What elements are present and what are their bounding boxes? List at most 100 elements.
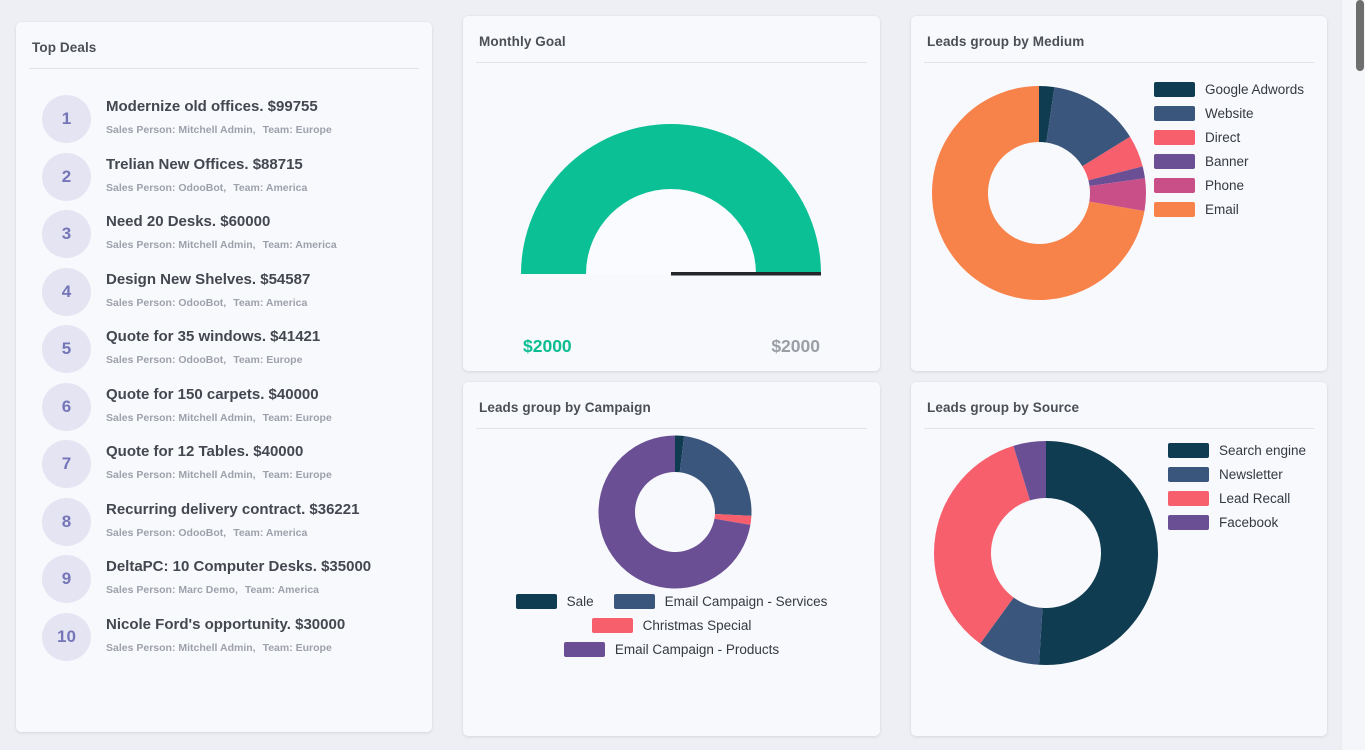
top-deals-list: 1 Modernize old offices. $99755 Sales Pers… <box>16 69 432 661</box>
legend-swatch-icon <box>591 618 633 633</box>
gauge-chart[interactable] <box>463 64 880 324</box>
deal-salesperson: Sales Person: OdooBot, <box>106 526 227 539</box>
source-legend: Search engine Newsletter Lead Recall Facebo… <box>1168 443 1306 530</box>
legend-swatch-icon <box>563 642 605 657</box>
legend-swatch-icon <box>1154 130 1195 145</box>
deal-item[interactable]: 2 Trelian New Offices. $88715 Sales Person… <box>42 152 416 201</box>
deal-salesperson: Sales Person: Mitchell Admin, <box>106 469 256 481</box>
deal-item[interactable]: 4 Design New Shelves. $54587 Sales Person:… <box>42 267 416 316</box>
slice-google-adwords[interactable] <box>1039 86 1055 143</box>
slice-newsletter[interactable] <box>980 597 1043 665</box>
legend-label: Email <box>1205 202 1239 217</box>
gauge-target-line <box>671 272 821 276</box>
slice-email-campaign-services[interactable] <box>679 436 752 516</box>
deal-team: Team: Europe <box>262 641 332 654</box>
deal-salesperson: Sales Person: Mitchell Admin, <box>106 239 256 251</box>
deal-item[interactable]: 9 DeltaPC: 10 Computer Desks. $35000 Sales… <box>42 555 416 603</box>
legend-label: Newsletter <box>1219 467 1283 482</box>
scrollbar-thumb[interactable] <box>1356 0 1364 71</box>
deal-rank-badge: 2 <box>42 152 91 201</box>
deal-rank-badge: 1 <box>42 95 91 143</box>
legend-label: Christmas Special <box>642 618 752 633</box>
deal-item[interactable]: 8 Recurring delivery contract. $36221 Sale… <box>42 497 416 546</box>
legend-label: Banner <box>1205 154 1249 169</box>
legend-item-website[interactable]: Website <box>1154 106 1304 121</box>
legend-item-banner[interactable]: Banner <box>1154 154 1304 169</box>
legend-label: Website <box>1205 106 1254 121</box>
deal-title: Need 20 Desks. $60000 <box>106 213 271 230</box>
leads-by-medium-title: Leads group by Medium <box>927 34 1085 49</box>
deal-rank-badge: 3 <box>42 210 91 258</box>
deal-salesperson: Sales Person: OdooBot, <box>106 296 227 309</box>
legend-swatch-icon <box>1154 82 1195 97</box>
deal-title: Modernize old offices. $99755 <box>106 98 318 115</box>
deal-meta: Sales Person: OdooBot, Team: America <box>106 297 310 309</box>
legend-item-christmas-special[interactable]: Christmas Special <box>591 618 752 633</box>
deal-meta: Sales Person: Mitchell Admin, Team: Ameri… <box>106 239 337 251</box>
medium-donut-chart[interactable] <box>911 16 1327 371</box>
top-deals-header: Top Deals <box>29 22 419 69</box>
legend-item-facebook[interactable]: Facebook <box>1168 515 1306 530</box>
deal-rank-badge: 10 <box>42 612 91 661</box>
deal-item[interactable]: 5 Quote for 35 windows. $41421 Sales Perso… <box>42 325 416 373</box>
medium-legend: Google Adwords Website Direct Banner Phone Em… <box>1154 82 1304 217</box>
deal-rank-badge: 4 <box>42 267 91 316</box>
deal-item[interactable]: 7 Quote for 12 Tables. $40000 Sales Person… <box>42 440 416 488</box>
deal-item[interactable]: 10 Nicole Ford's opportunity. $30000 Sales… <box>42 612 416 661</box>
leads-by-source-card: Leads group by Source Search engine Newsl… <box>911 382 1327 736</box>
legend-swatch-icon <box>1154 106 1195 121</box>
slice-phone[interactable] <box>1089 178 1146 212</box>
leads-by-medium-header: Leads group by Medium <box>924 16 1314 63</box>
legend-swatch-icon <box>1154 178 1195 193</box>
deal-salesperson: Sales Person: OdooBot, <box>106 354 227 366</box>
slice-sale[interactable] <box>675 435 685 473</box>
deal-title: Quote for 150 carpets. $40000 <box>106 385 319 403</box>
deal-rank-badge: 7 <box>42 440 91 488</box>
top-deals-title: Top Deals <box>32 40 97 55</box>
legend-item-newsletter[interactable]: Newsletter <box>1168 467 1306 482</box>
monthly-goal-title: Monthly Goal <box>479 34 566 49</box>
legend-item-direct[interactable]: Direct <box>1154 130 1304 145</box>
scrollbar-track[interactable] <box>1341 0 1365 750</box>
slice-facebook[interactable] <box>1013 441 1046 501</box>
deal-title: Design New Shelves. $54587 <box>106 270 311 288</box>
deal-title: Recurring delivery contract. $36221 <box>106 500 360 518</box>
slice-website[interactable] <box>1046 87 1131 167</box>
deal-meta: Sales Person: Mitchell Admin, Team: Europ… <box>106 124 332 136</box>
campaign-legend: Sale Email Campaign - Services Christmas S… <box>463 594 880 657</box>
leads-by-campaign-title: Leads group by Campaign <box>479 400 651 415</box>
legend-item-google-adwords[interactable]: Google Adwords <box>1154 82 1304 97</box>
deal-title: Quote for 12 Tables. $40000 <box>106 443 304 460</box>
monthly-goal-header: Monthly Goal <box>476 16 867 63</box>
slice-email[interactable] <box>932 86 1145 300</box>
legend-item-email-campaign-products[interactable]: Email Campaign - Products <box>563 642 779 657</box>
leads-by-source-title: Leads group by Source <box>927 400 1080 415</box>
legend-label: Email Campaign - Services <box>664 594 828 609</box>
slice-email-campaign-products[interactable] <box>598 435 751 589</box>
legend-item-email[interactable]: Email <box>1154 202 1304 217</box>
legend-item-phone[interactable]: Phone <box>1154 178 1304 193</box>
gauge-hole <box>586 189 756 274</box>
deal-item[interactable]: 1 Modernize old offices. $99755 Sales Pers… <box>42 95 416 143</box>
slice-banner[interactable] <box>1088 166 1145 186</box>
source-donut-chart[interactable] <box>911 382 1327 736</box>
deal-team: Team: America <box>262 239 337 251</box>
legend-item-lead-recall[interactable]: Lead Recall <box>1168 491 1306 506</box>
deal-team: Team: Europe <box>262 124 332 136</box>
deal-item[interactable]: 3 Need 20 Desks. $60000 Sales Person: Mitc… <box>42 210 416 258</box>
legend-item-email-campaign-services[interactable]: Email Campaign - Services <box>613 594 828 609</box>
monthly-goal-card: Monthly Goal $2000 $2000 <box>463 16 880 371</box>
legend-item-search-engine[interactable]: Search engine <box>1168 443 1306 458</box>
slice-lead-recall[interactable] <box>934 445 1030 644</box>
deal-rank-badge: 8 <box>42 497 91 546</box>
slice-christmas-special[interactable] <box>714 514 752 525</box>
slice-search-engine[interactable] <box>1038 441 1158 665</box>
campaign-donut-chart[interactable] <box>463 382 880 736</box>
legend-item-sale[interactable]: Sale <box>515 594 594 609</box>
deal-team: Team: Europe <box>262 411 332 424</box>
deal-salesperson: Sales Person: Mitchell Admin, <box>106 641 256 654</box>
legend-swatch-icon <box>1168 515 1209 530</box>
legend-swatch-icon <box>1154 154 1195 169</box>
slice-direct[interactable] <box>1082 136 1143 181</box>
deal-item[interactable]: 6 Quote for 150 carpets. $40000 Sales Pers… <box>42 382 416 431</box>
